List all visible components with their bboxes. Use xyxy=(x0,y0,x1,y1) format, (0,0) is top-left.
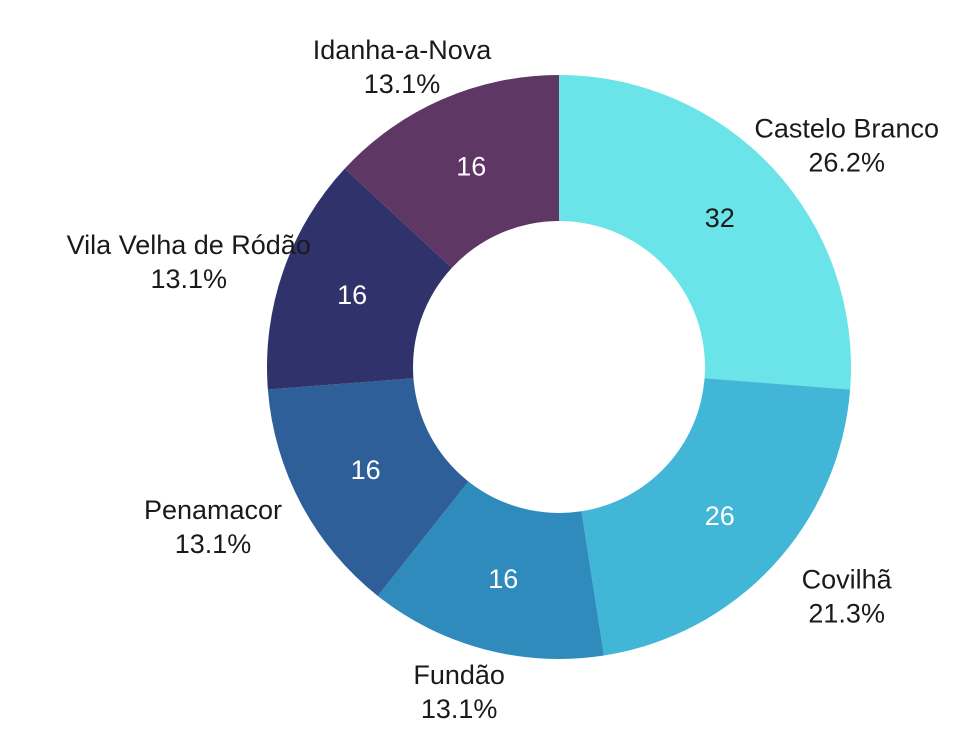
slice-label-castelo-branco: Castelo Branco 26.2% xyxy=(754,113,939,177)
category-name: Vila Velha de Ródão xyxy=(67,230,311,260)
percent-label: 21.3% xyxy=(808,599,885,629)
slice-value-fundao: 16 xyxy=(488,564,518,594)
slice-group xyxy=(266,75,851,659)
slice-value-vila-velha-de-rodao: 16 xyxy=(337,280,367,310)
percent-label: 13.1% xyxy=(364,69,441,99)
category-name: Covilhã xyxy=(802,565,893,595)
percent-label: 13.1% xyxy=(421,694,498,724)
slice-castelo-branco xyxy=(559,75,851,390)
slice-penamacor xyxy=(267,378,469,596)
category-name: Castelo Branco xyxy=(754,113,939,143)
slice-value-idanha-a-nova: 16 xyxy=(456,151,486,181)
percent-label: 13.1% xyxy=(175,529,252,559)
slice-fundao xyxy=(377,481,604,659)
slice-label-idanha-a-nova: Idanha-a-Nova 13.1% xyxy=(313,35,493,99)
slice-vila-velha-de-rodao xyxy=(266,168,452,390)
slice-value-penamacor: 16 xyxy=(351,455,381,485)
percent-label: 26.2% xyxy=(808,147,885,177)
slice-label-fundao: Fundão 13.1% xyxy=(413,660,505,724)
slice-label-vila-velha-de-rodao: Vila Velha de Ródão 13.1% xyxy=(67,230,311,294)
slice-covilha xyxy=(581,378,851,656)
slice-label-penamacor: Penamacor 13.1% xyxy=(144,495,282,559)
category-name: Idanha-a-Nova xyxy=(313,35,493,65)
percent-label: 13.1% xyxy=(150,264,227,294)
slice-value-castelo-branco: 32 xyxy=(705,203,735,233)
category-name: Penamacor xyxy=(144,495,282,525)
category-name: Fundão xyxy=(413,660,505,690)
slice-idanha-a-nova xyxy=(344,75,559,268)
slice-label-covilha: Covilhã 21.3% xyxy=(802,565,893,629)
category-label-group: Castelo Branco 26.2% Covilhã 21.3% Fundão 13.… xyxy=(67,35,939,724)
slice-value-covilha: 26 xyxy=(705,501,735,531)
value-label-group: 32 26 16 16 16 16 xyxy=(337,151,735,593)
